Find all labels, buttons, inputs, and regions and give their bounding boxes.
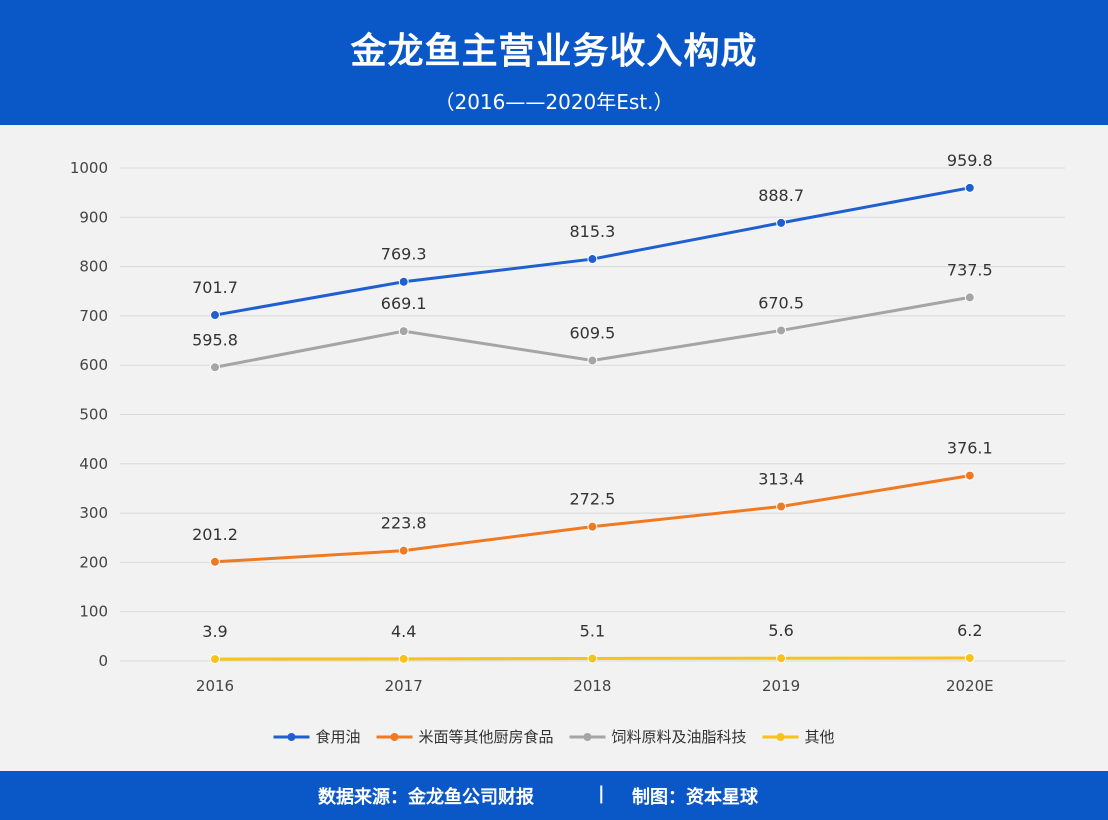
data-label: 959.8 xyxy=(947,151,993,170)
legend-label: 饲料原料及油脂科技 xyxy=(612,728,747,746)
legend-marker xyxy=(583,733,592,741)
data-point xyxy=(210,362,220,373)
series-line xyxy=(214,186,971,317)
line-chart: 0 100 200 300 400 500 600 700 800 900 1000 2016 2017… xyxy=(70,151,1065,746)
data-label: 313.4 xyxy=(758,469,804,488)
y-tick-label: 100 xyxy=(79,603,108,621)
data-point xyxy=(210,654,220,665)
data-label: 701.7 xyxy=(192,278,238,297)
data-label: 888.7 xyxy=(758,186,804,205)
data-label: 669.1 xyxy=(381,294,427,313)
data-label: 6.2 xyxy=(957,621,982,640)
y-tick-label: 300 xyxy=(79,504,108,522)
data-point xyxy=(398,653,409,664)
data-point xyxy=(587,254,598,265)
data-label: 376.1 xyxy=(947,439,993,458)
data-point xyxy=(776,653,787,664)
data-point xyxy=(776,501,787,512)
y-tick-label: 500 xyxy=(79,406,108,424)
chart-maker: 制图：资本星球 xyxy=(632,787,758,808)
data-point xyxy=(776,217,787,228)
y-tick-label: 1000 xyxy=(70,159,108,177)
data-point xyxy=(776,325,787,336)
data-point xyxy=(964,470,975,481)
data-point xyxy=(587,355,598,366)
data-label: 769.3 xyxy=(381,245,427,264)
x-tick-label: 2017 xyxy=(385,677,423,695)
y-tick-label: 800 xyxy=(79,258,108,276)
data-label: 815.3 xyxy=(569,222,615,241)
y-tick-label: 0 xyxy=(98,652,108,670)
data-source: 数据来源：金龙鱼公司财报 xyxy=(318,787,534,808)
data-label: 223.8 xyxy=(381,514,427,533)
footer-separator: | xyxy=(598,783,605,804)
y-tick-label: 900 xyxy=(79,208,108,226)
data-label: 5.1 xyxy=(580,621,605,640)
data-label: 272.5 xyxy=(569,490,615,509)
legend-marker xyxy=(287,733,296,741)
data-label: 595.8 xyxy=(192,330,238,349)
data-point xyxy=(964,652,975,663)
header: 金龙鱼主营业务收入构成 （2016——2020年Est.） xyxy=(0,0,1108,125)
data-label: 3.9 xyxy=(202,622,227,641)
legend-label: 食用油 xyxy=(315,728,360,746)
y-tick-label: 200 xyxy=(79,553,108,571)
data-label: 609.5 xyxy=(569,324,615,343)
data-label: 737.5 xyxy=(947,260,993,279)
data-point xyxy=(587,653,598,664)
y-tick-label: 400 xyxy=(79,455,108,473)
y-tick-label: 600 xyxy=(79,356,108,374)
data-point xyxy=(398,276,409,287)
data-point xyxy=(210,310,220,321)
legend-label: 其他 xyxy=(805,728,835,746)
data-point xyxy=(964,182,975,193)
data-label: 670.5 xyxy=(758,293,804,312)
data-point xyxy=(964,292,975,303)
data-label: 5.6 xyxy=(768,621,793,640)
x-tick-label: 2019 xyxy=(762,677,800,695)
legend-marker xyxy=(776,733,785,741)
footer: 数据来源：金龙鱼公司财报 | 制图：资本星球 xyxy=(0,771,1108,820)
x-tick-label: 2020E xyxy=(946,677,994,695)
data-point xyxy=(398,326,409,337)
data-point xyxy=(587,521,598,532)
y-tick-label: 700 xyxy=(79,307,108,325)
chart-subtitle: （2016——2020年Est.） xyxy=(434,90,674,114)
x-tick-label: 2018 xyxy=(573,677,611,695)
data-label: 201.2 xyxy=(192,525,238,544)
data-point xyxy=(398,545,409,556)
chart-title: 金龙鱼主营业务收入构成 xyxy=(350,31,758,72)
series-line xyxy=(214,474,971,564)
legend-label: 米面等其他厨房食品 xyxy=(418,728,553,746)
legend-marker xyxy=(390,733,399,741)
x-tick-label: 2016 xyxy=(196,677,234,695)
data-point xyxy=(210,556,220,567)
data-label: 4.4 xyxy=(391,622,416,641)
